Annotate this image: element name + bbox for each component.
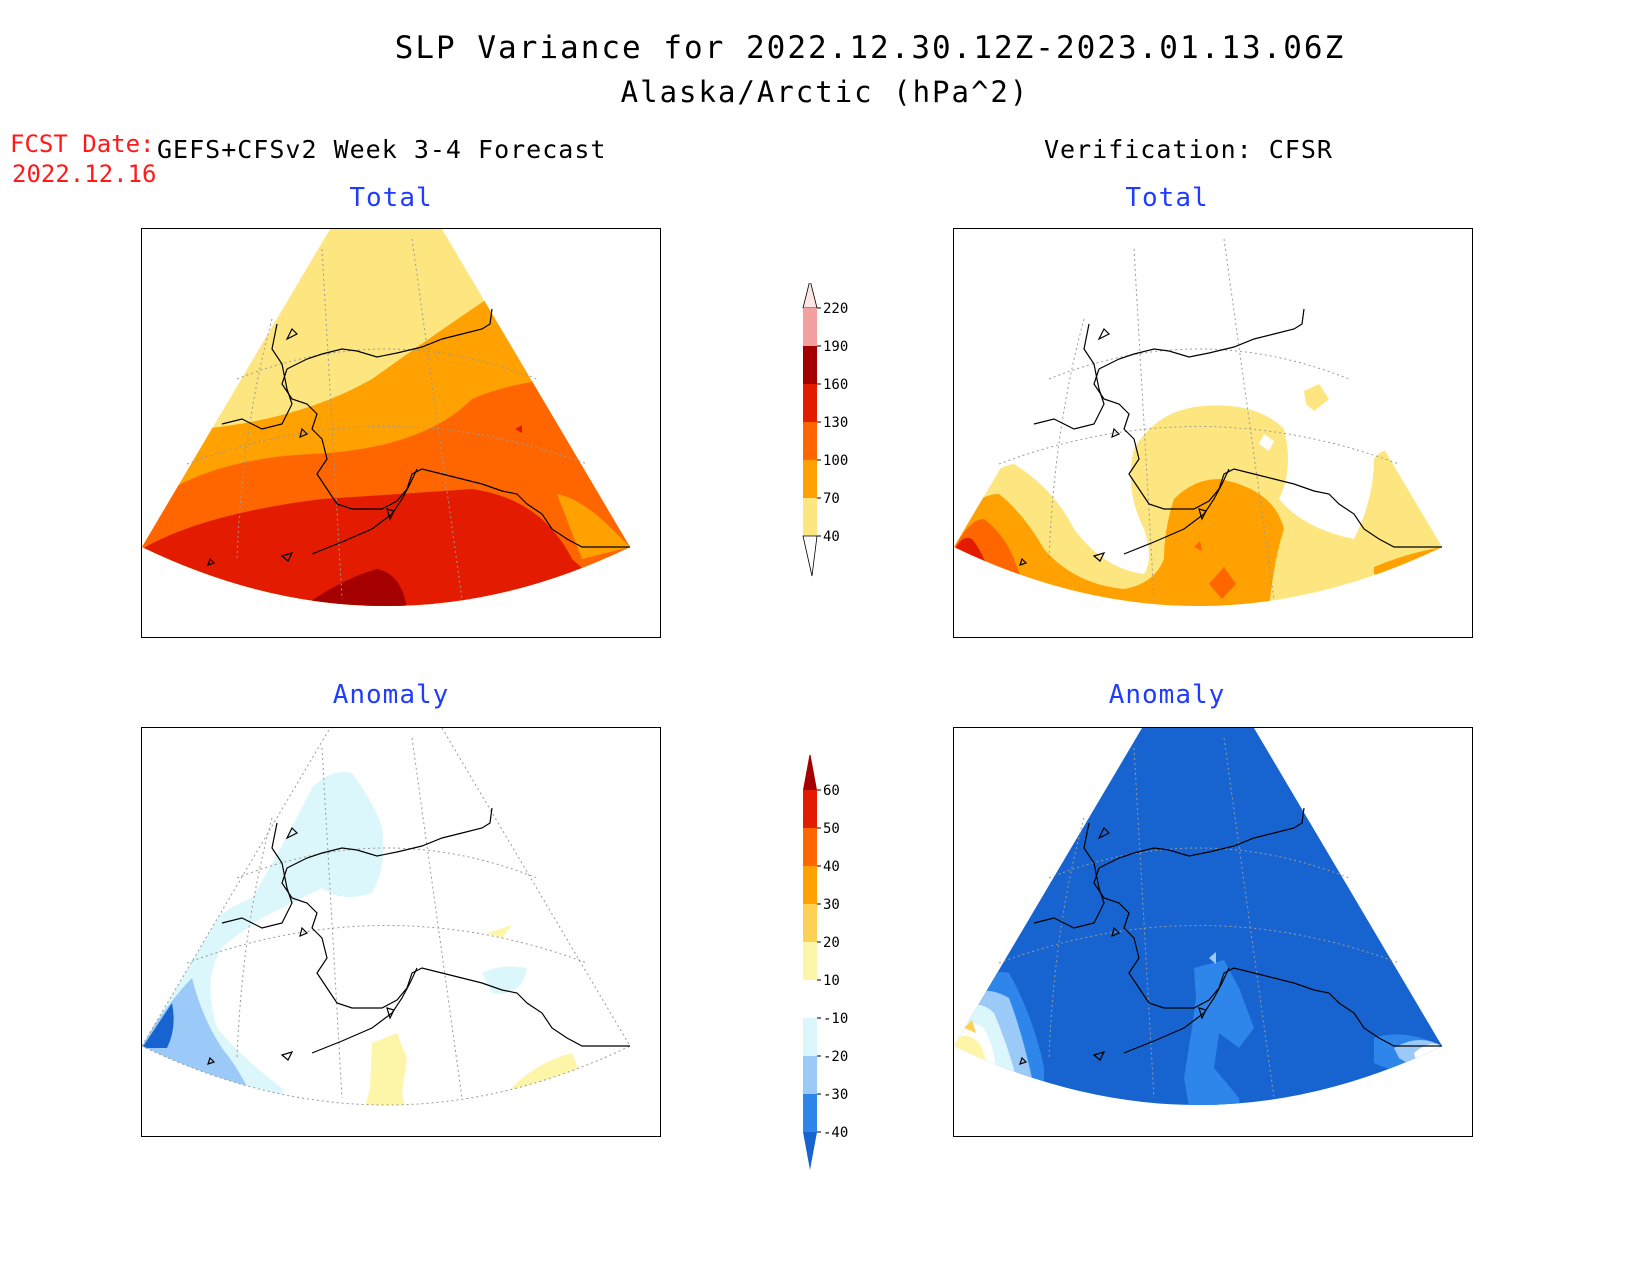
colorbar-bottom-extension <box>803 1132 817 1170</box>
fcst-date-value: 2022.12.16 <box>12 160 157 188</box>
colorbar-label: -10 <box>823 1011 848 1027</box>
colorbar-label: 10 <box>823 973 840 989</box>
colorbar-label: 160 <box>823 377 848 393</box>
colorbar-segment <box>803 942 817 980</box>
total-colorbar: 40 70 100 130 160 190 220 <box>795 279 865 617</box>
colorbar-label: 30 <box>823 897 840 913</box>
anomaly-colorbar: -40 -30 -20 -10 10 20 30 40 50 60 <box>795 752 865 1199</box>
colorbar-label: 70 <box>823 491 840 507</box>
colorbar-segment <box>803 980 817 1018</box>
forecast-total-map <box>141 228 661 638</box>
verification-anomaly-map <box>953 727 1473 1137</box>
colorbar-label: 60 <box>823 783 840 799</box>
colorbar-label: 100 <box>823 453 848 469</box>
forecast-total-title: Total <box>349 183 433 213</box>
colorbar-label: -40 <box>823 1125 848 1141</box>
colorbar-segment <box>803 1056 817 1094</box>
colorbar-segment <box>803 866 817 904</box>
chart-subtitle: Alaska/Arctic (hPa^2) <box>620 75 1030 109</box>
colorbar-label: 20 <box>823 935 840 951</box>
colorbar-bottom-extension <box>802 535 818 577</box>
verification-header: Verification: CFSR <box>1044 135 1333 164</box>
forecast-header: GEFS+CFSv2 Week 3-4 Forecast <box>157 135 607 164</box>
colorbar-segment <box>803 460 817 498</box>
colorbar-segment <box>803 790 817 828</box>
colorbar-segment <box>803 828 817 866</box>
colorbar-label: 50 <box>823 821 840 837</box>
forecast-anomaly-title: Anomaly <box>332 680 450 710</box>
colorbar-top-extension <box>803 752 817 790</box>
colorbar-top-extension <box>802 279 818 309</box>
verification-total-map <box>953 228 1473 638</box>
colorbar-segment <box>803 1018 817 1056</box>
verification-total-title: Total <box>1125 183 1209 213</box>
colorbar-label: -30 <box>823 1087 848 1103</box>
colorbar-segment <box>803 308 817 346</box>
colorbar-label: 190 <box>823 339 848 355</box>
colorbar-label: 40 <box>823 859 840 875</box>
colorbar-segment <box>803 498 817 536</box>
colorbar-label: 220 <box>823 301 848 317</box>
chart-title: SLP Variance for 2022.12.30.12Z-2023.01.… <box>394 30 1346 66</box>
colorbar-segment <box>803 346 817 384</box>
colorbar-label: -20 <box>823 1049 848 1065</box>
colorbar-label: 130 <box>823 415 848 431</box>
forecast-anomaly-map <box>141 727 661 1137</box>
colorbar-segment <box>803 422 817 460</box>
colorbar-segment <box>803 384 817 422</box>
colorbar-segment <box>803 904 817 942</box>
fcst-date-label: FCST Date: <box>10 130 155 158</box>
colorbar-segment <box>803 1094 817 1132</box>
verification-anomaly-title: Anomaly <box>1108 680 1226 710</box>
colorbar-label: 40 <box>823 529 840 545</box>
